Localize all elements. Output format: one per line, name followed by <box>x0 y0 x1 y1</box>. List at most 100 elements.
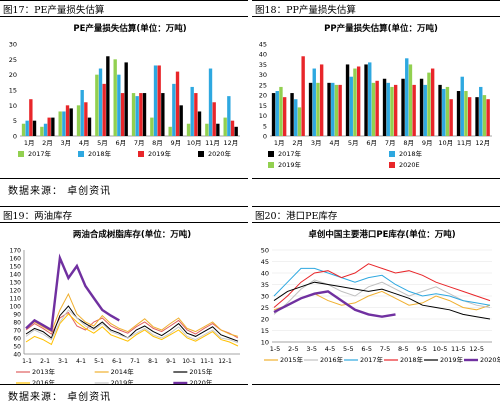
series-line <box>25 253 120 332</box>
bar <box>194 93 198 136</box>
bar <box>29 99 33 136</box>
x-tick-label: 5-1 <box>94 358 104 365</box>
y-tick-label: 35 <box>261 281 269 289</box>
legend-swatch <box>78 151 84 157</box>
bar <box>197 111 202 136</box>
panel-port-pe-inventory: 图20：港口PE库存 卓创中国主要港口PE库存(单位：万吨) 10 15 20 25 30… <box>252 206 500 406</box>
panel-title-rule <box>252 16 500 17</box>
legend-swatch <box>389 151 395 157</box>
legend-label: 2016年 <box>320 355 344 364</box>
x-tick-label: 2月 <box>42 139 53 147</box>
bar <box>69 108 73 136</box>
series-line <box>273 267 491 306</box>
bar <box>438 84 442 136</box>
x-tick-label: 3月 <box>61 139 72 147</box>
y-tick-label: 45 <box>259 41 267 49</box>
x-tick-label: 1-5 <box>270 345 281 353</box>
bar <box>25 120 29 136</box>
bar <box>179 105 183 136</box>
bar <box>58 111 62 136</box>
chart-title: PE产量损失估算(单位：万吨) <box>73 23 186 34</box>
bar <box>445 86 450 136</box>
x-tick-label: 2-1 <box>40 358 50 365</box>
series-line <box>25 311 239 339</box>
bar <box>464 91 468 136</box>
y-tick-label: 60 <box>13 336 21 343</box>
bar <box>386 82 390 136</box>
legend-label: 2020年 <box>208 149 232 158</box>
bar <box>106 56 110 137</box>
bar <box>368 62 372 136</box>
y-tick-label: 130 <box>10 280 22 287</box>
bar <box>62 111 66 136</box>
legend-label: 2020年 <box>189 378 213 384</box>
x-tick-label: 5-5 <box>343 345 354 353</box>
bar <box>331 82 335 136</box>
x-tick-label: 4月 <box>329 139 340 147</box>
bar <box>190 86 194 136</box>
x-tick-label: 12月 <box>475 139 490 147</box>
bar <box>87 117 92 136</box>
bar <box>205 123 209 136</box>
legend-label: 2018年 <box>399 149 423 158</box>
bar <box>442 88 446 136</box>
panel-title-rule <box>0 16 248 17</box>
bar <box>279 86 283 136</box>
x-tick-label: 10月 <box>187 139 202 147</box>
bar <box>175 71 180 136</box>
figure-title: 图19：两油库存 <box>3 211 73 222</box>
bar <box>353 68 357 136</box>
bar <box>405 58 409 136</box>
y-tick-label: 150 <box>10 264 22 271</box>
legend-label: 2017年 <box>360 355 384 364</box>
series-line <box>25 305 239 342</box>
x-tick-label: 7月 <box>385 139 396 147</box>
bar <box>382 78 387 136</box>
bar <box>275 91 279 136</box>
series-line <box>25 292 239 337</box>
bar <box>297 107 302 136</box>
pe-loss-chart: PE产量损失估算(单位：万吨) 0 5 10 15 20 25 30 1月 2月 3月 4月 5月 6月 7… <box>9 23 240 158</box>
x-tick-label: 9月 <box>422 139 433 147</box>
x-tick-label: 10月 <box>438 139 453 147</box>
panel-top-rule <box>252 206 500 207</box>
x-tick-label: 3-1 <box>58 358 68 365</box>
x-tick-label: 10-5 <box>433 345 448 353</box>
bar <box>308 82 313 136</box>
y-tick-label: 50 <box>13 344 21 351</box>
panel-bottom-rule <box>252 384 500 385</box>
y-tick-label: 40 <box>259 51 267 59</box>
x-tick-label: 7-1 <box>130 358 140 365</box>
series-line <box>273 281 491 320</box>
bar <box>449 99 453 136</box>
bar <box>212 102 216 136</box>
x-tick-label: 1月 <box>274 139 285 147</box>
series-line <box>273 263 491 308</box>
bar <box>349 76 353 136</box>
bar <box>21 123 26 136</box>
y-tick-label: 120 <box>10 288 22 295</box>
x-tick-label: 4-5 <box>325 345 336 353</box>
legend-label: 2014年 <box>111 367 135 376</box>
bar <box>102 83 106 136</box>
y-tick-label: 40 <box>261 270 269 278</box>
x-tick-label: 4月 <box>79 139 90 147</box>
legend-label: 2018年 <box>400 355 424 364</box>
bar <box>401 78 405 136</box>
bar <box>482 95 487 136</box>
figure-title: 图18：PP产量损失估算 <box>255 5 356 16</box>
x-tick-label: 11-1 <box>200 358 214 365</box>
port-pe-inventory-chart: 卓创中国主要港口PE库存(单位：万吨) 10 15 20 25 30 35 40 45 50 1-5… <box>261 229 500 364</box>
panel-bottom-rule <box>0 178 248 179</box>
x-tick-label: 2-5 <box>288 345 299 353</box>
legend-swatch <box>389 162 395 168</box>
bar <box>375 80 379 136</box>
legend-swatch <box>18 151 24 157</box>
bar <box>371 82 376 136</box>
bar <box>390 86 394 136</box>
y-tick-label: 170 <box>10 248 22 255</box>
bar <box>120 93 125 136</box>
x-tick-label: 1-1 <box>22 358 32 365</box>
x-tick-label: 8月 <box>403 139 414 147</box>
x-tick-label: 6月 <box>366 139 377 147</box>
